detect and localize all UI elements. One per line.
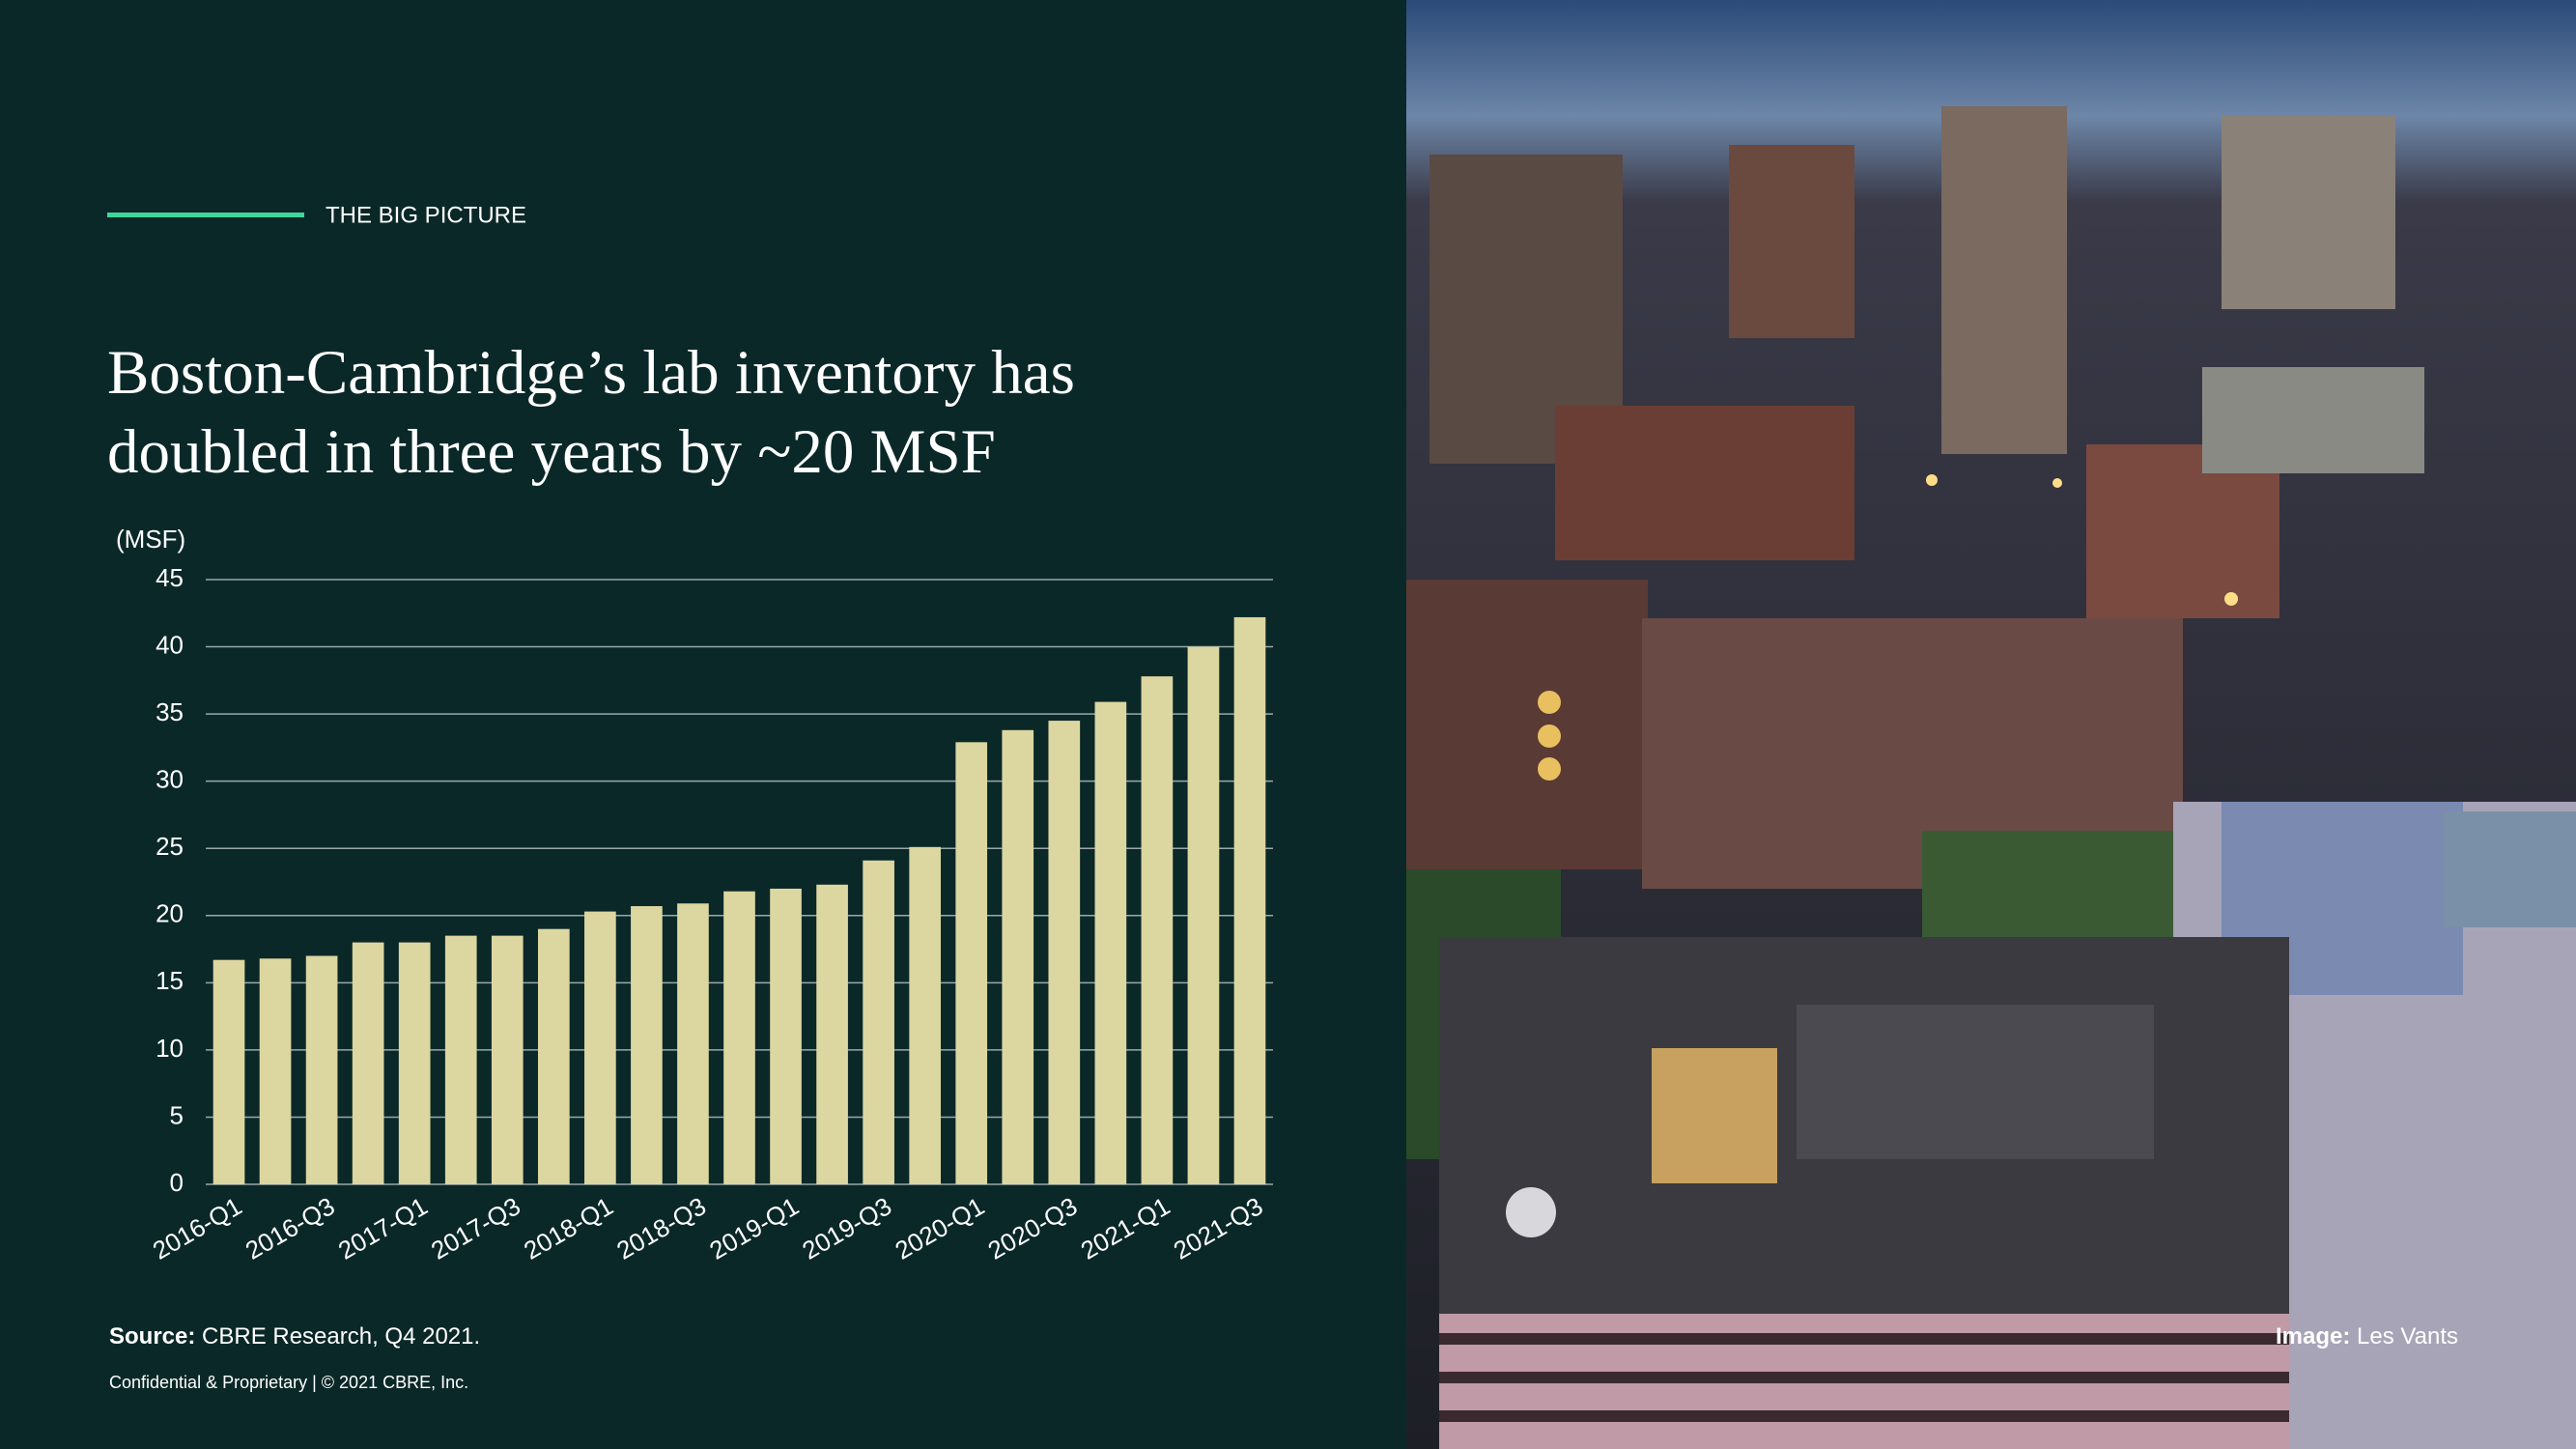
- bar: [491, 935, 524, 1184]
- accent-line: [107, 213, 304, 217]
- bar: [1048, 721, 1081, 1184]
- bar: [631, 906, 663, 1184]
- y-tick-label: 45: [156, 563, 184, 592]
- source: Source: CBRE Research, Q4 2021.: [109, 1323, 480, 1350]
- y-tick-label: 10: [156, 1034, 184, 1063]
- bar: [537, 928, 570, 1184]
- bar: [212, 959, 245, 1184]
- bar: [723, 891, 755, 1184]
- bar: [1094, 701, 1127, 1184]
- title: Boston-Cambridge’s lab inventory has: [107, 338, 1075, 408]
- bar: [909, 846, 942, 1184]
- y-tick-label: 30: [156, 765, 184, 794]
- y-tick-label: 15: [156, 966, 184, 995]
- city-photo: [1406, 0, 2576, 1449]
- title: doubled in three years by ~20 MSF: [107, 417, 996, 487]
- y-tick-label: 5: [170, 1100, 184, 1129]
- bar: [863, 860, 894, 1184]
- bar: [352, 942, 384, 1184]
- bar: [677, 903, 709, 1184]
- source-text: CBRE Research, Q4 2021.: [195, 1323, 480, 1350]
- bar: [259, 958, 292, 1184]
- bar: [816, 884, 848, 1184]
- bar: [584, 911, 616, 1184]
- y-tick-label: 20: [156, 899, 184, 928]
- footer: Confidential & Proprietary | © 2021 CBRE…: [109, 1373, 468, 1392]
- image-credit-text: Les Vants: [2350, 1323, 2458, 1350]
- bar: [398, 942, 431, 1184]
- section-label: THE BIG PICTURE: [326, 202, 526, 228]
- y-tick-label: 25: [156, 832, 184, 861]
- bar: [1187, 646, 1220, 1184]
- y-tick-label: 35: [156, 697, 184, 726]
- y-tick-label: 0: [170, 1168, 184, 1197]
- y-tick-label: 40: [156, 630, 184, 659]
- bar: [1233, 616, 1266, 1184]
- bar: [1141, 676, 1174, 1184]
- bar: [955, 742, 988, 1184]
- image-credit: Image: Les Vants: [2276, 1323, 2458, 1350]
- image-credit-label: Image:: [2276, 1323, 2350, 1350]
- bar: [305, 955, 338, 1184]
- bar: [770, 888, 802, 1184]
- source-label: Source:: [109, 1323, 195, 1350]
- bar: [1002, 729, 1034, 1184]
- bar: [444, 935, 477, 1184]
- y-axis-label: (MSF): [116, 525, 185, 554]
